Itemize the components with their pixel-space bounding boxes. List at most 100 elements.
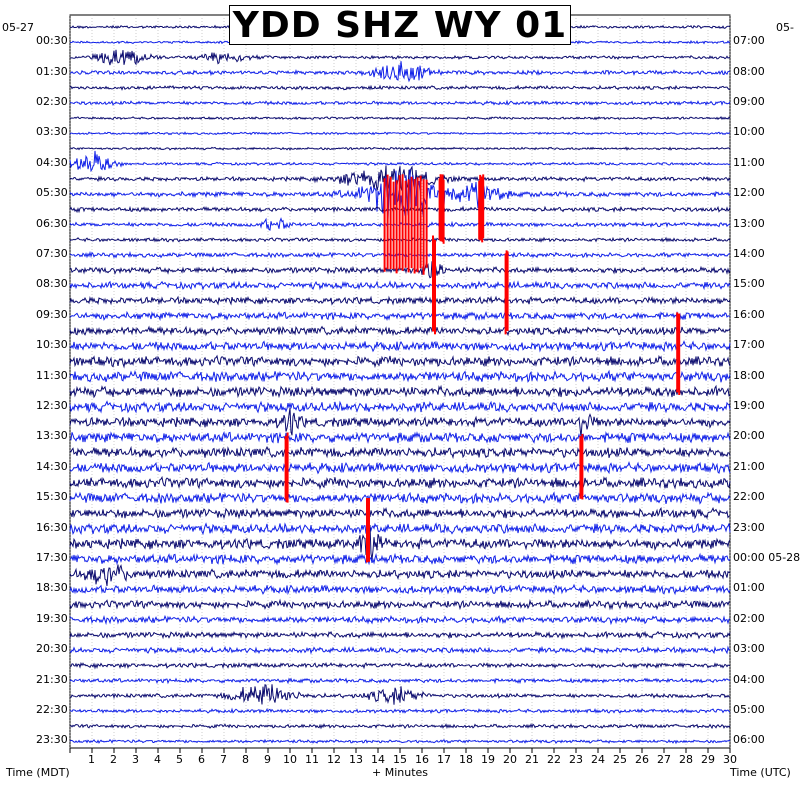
right-time-label: 19:00 [733,399,765,412]
left-time-label: 19:30 [36,611,68,625]
x-tick-label: 20 [503,753,517,766]
right-time-label: 17:00 [733,338,765,352]
x-axis-label: + Minutes [372,766,429,779]
x-tick-label: 12 [327,753,341,766]
seismic-trace [69,707,731,715]
seismic-trace [69,684,731,705]
date-left-label: 05-27 [2,21,34,34]
right-time-label: 10:00 [733,125,765,139]
seismic-trace [69,49,731,66]
seismic-trace [69,491,731,505]
seismic-trace [69,261,731,279]
x-tick-label: 11 [305,753,319,766]
left-time-label: 00:30 [36,34,68,48]
x-tick-label: 18 [459,753,473,766]
x-tick-label: 7 [220,753,227,766]
x-tick-label: 3 [132,753,139,766]
x-tick-label: 28 [679,753,693,766]
seismic-trace [69,369,731,383]
right-time-label: 03:00 [733,642,765,656]
x-tick-label: 2 [110,753,117,766]
right-axis-label: Time (UTC) [730,766,791,779]
left-time-label: 12:30 [36,399,68,412]
left-time-label: 21:30 [36,672,68,686]
right-time-label: 15:00 [733,277,765,291]
seismic-trace [69,280,731,291]
x-tick-label: 16 [415,753,429,766]
left-time-label: 05:30 [36,186,68,200]
seismic-trace [69,354,731,369]
seismic-trace [69,131,731,136]
seismic-trace [69,630,731,640]
left-time-label: 01:30 [36,64,68,78]
x-tick-label: 26 [635,753,649,766]
left-time-label: 17:30 [36,551,68,564]
right-time-label: 09:00 [733,95,765,108]
seismic-trace [69,677,731,685]
right-time-label: 22:00 [733,490,765,504]
x-tick-label: 13 [349,753,363,766]
seismic-trace [69,430,731,445]
left-time-label: 16:30 [36,520,68,534]
seismic-trace [69,324,731,337]
seismic-trace [69,524,731,560]
seismic-trace [69,384,731,399]
right-time-label: 18:00 [733,368,765,382]
chart-title: YDD SHZ WY 01 [229,5,571,46]
left-time-label: 08:30 [36,277,68,291]
grid-lines [69,15,731,748]
left-time-label: 18:30 [36,581,68,595]
seismic-trace [69,614,731,626]
left-time-label: 11:30 [36,368,68,382]
x-tick-label: 14 [371,753,385,766]
seismic-trace [69,165,731,198]
seismic-trace [69,445,731,460]
seismic-trace [69,475,731,490]
x-tick-label: 24 [591,753,605,766]
seismic-trace [69,99,731,107]
x-tick-label: 22 [547,753,561,766]
seismic-trace [69,295,731,306]
left-time-label: 20:30 [36,642,68,656]
seismic-trace [69,583,731,596]
seismic-trace [69,400,731,414]
seismic-trace [69,61,731,83]
right-time-label: 07:00 [733,34,765,48]
left-time-label: 03:30 [36,125,68,139]
x-tick-label: 21 [525,753,539,766]
x-tick-label: 30 [723,753,737,766]
right-time-label: 01:00 [733,581,765,595]
right-time-label: 21:00 [733,459,765,473]
right-time-label: 08:00 [733,64,765,78]
right-time-label: 14:00 [733,247,765,260]
seismic-trace [69,340,731,353]
left-time-label: 06:30 [36,216,68,230]
seismic-trace [69,661,731,670]
x-tick-label: 4 [154,753,161,766]
right-time-label: 02:00 [733,611,765,625]
left-time-label: 22:30 [36,703,68,716]
seismic-trace [69,461,731,475]
x-tick-label: 9 [264,753,271,766]
seismic-trace [69,522,731,536]
right-time-label: 13:00 [733,216,765,230]
seismic-trace [69,738,731,745]
left-time-label: 14:30 [36,459,68,473]
left-time-label: 02:30 [36,95,68,108]
seismic-trace [69,407,731,438]
left-time-label: 07:30 [36,247,68,260]
right-time-label: 12:00 [733,186,765,200]
right-time-label: 00:00 05-28 [733,551,800,564]
x-tick-label: 25 [613,753,627,766]
trace-group [69,24,731,745]
right-time-label: 16:00 [733,307,765,321]
left-time-label: 23:30 [36,733,68,747]
x-tick-label: 23 [569,753,583,766]
seismic-trace [69,506,731,520]
left-axis-label: Time (MDT) [6,766,70,779]
left-time-label: 09:30 [36,307,68,321]
seismic-trace [69,722,731,730]
seismic-trace [69,84,731,91]
